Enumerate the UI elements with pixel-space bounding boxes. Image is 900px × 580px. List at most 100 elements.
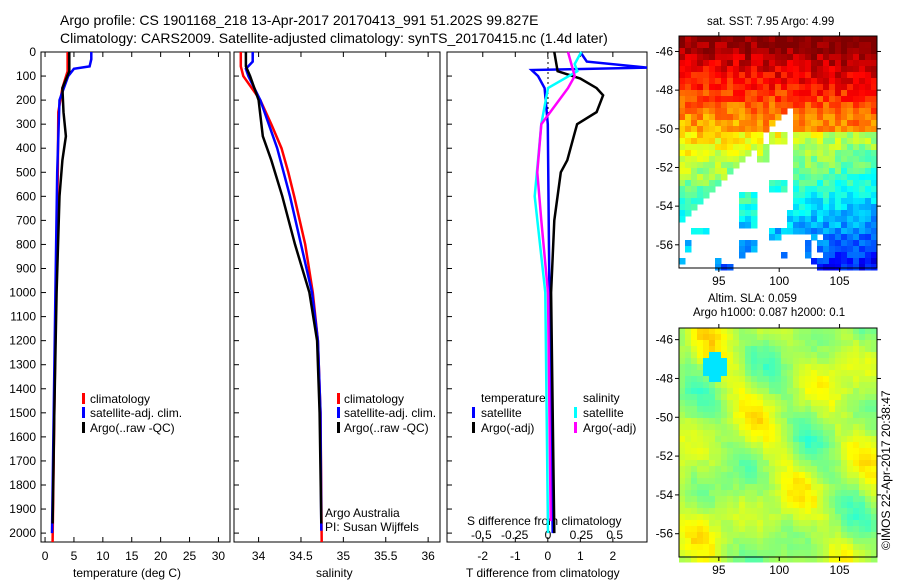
map-cell xyxy=(841,138,848,145)
map-cell xyxy=(745,448,752,455)
map-cell xyxy=(865,454,872,461)
map-cell xyxy=(745,496,752,503)
map-cell xyxy=(721,96,728,103)
map-cell xyxy=(841,454,848,461)
map-cell xyxy=(817,210,824,217)
map-cell xyxy=(775,550,782,557)
map-cell xyxy=(805,60,812,67)
map-cell xyxy=(847,48,854,55)
map-cell xyxy=(799,48,806,55)
map-cell xyxy=(757,382,764,389)
map-cell xyxy=(847,442,854,449)
map-cell xyxy=(799,388,806,395)
map-cell xyxy=(721,364,728,371)
map-cell xyxy=(685,508,692,515)
map-cell xyxy=(679,502,686,509)
map-cell xyxy=(817,96,824,103)
map-cell xyxy=(871,132,878,139)
map-cell xyxy=(829,394,836,401)
map-cell xyxy=(847,358,854,365)
legend-label-s-satellite: satellite xyxy=(583,406,624,420)
map-cell xyxy=(841,120,848,127)
map-cell xyxy=(781,340,788,347)
map-cell xyxy=(703,228,710,235)
sla-map-panel: Altim. SLA: 0.059 Argo h1000: 0.087 h200… xyxy=(656,293,881,577)
legend-marker-climatology xyxy=(337,393,340,404)
map-cell xyxy=(733,156,740,163)
map-cell xyxy=(751,502,758,509)
map-cell xyxy=(841,66,848,73)
map-cell xyxy=(721,478,728,485)
map-cell xyxy=(697,394,704,401)
map-cell xyxy=(817,472,824,479)
map-cell xyxy=(817,448,824,455)
map-cell xyxy=(709,550,716,557)
map-cell xyxy=(817,36,824,43)
map-cell xyxy=(679,376,686,383)
map-cell xyxy=(691,198,698,205)
map-cell xyxy=(727,114,734,121)
map-cell xyxy=(721,490,728,497)
map-cell xyxy=(697,532,704,539)
map-cell xyxy=(835,520,842,527)
map-cell xyxy=(727,526,734,533)
map-cell xyxy=(787,490,794,497)
map-cell xyxy=(871,550,878,557)
map-cell xyxy=(859,544,866,551)
legend-label-climatology: climatology xyxy=(90,392,150,406)
map-cell xyxy=(697,412,704,419)
map-cell xyxy=(691,66,698,73)
map-cell xyxy=(781,358,788,365)
map-cell xyxy=(871,78,878,85)
sla-map-title-line1: Altim. SLA: 0.059 xyxy=(708,293,797,305)
map-cell xyxy=(751,358,758,365)
map-cell xyxy=(775,472,782,479)
map-cell xyxy=(679,108,686,115)
map-cell xyxy=(775,96,782,103)
map-cell xyxy=(679,382,686,389)
map-cell xyxy=(865,162,872,169)
map-cell xyxy=(835,418,842,425)
map-cell xyxy=(823,264,830,271)
map-cell xyxy=(865,400,872,407)
map-cell xyxy=(799,120,806,127)
map-cell xyxy=(841,252,848,259)
map-cell xyxy=(793,162,800,169)
map-cell xyxy=(787,334,794,341)
map-cell xyxy=(697,340,704,347)
map-cell xyxy=(829,42,836,49)
map-cell xyxy=(781,102,788,109)
map-cell xyxy=(745,42,752,49)
map-cell xyxy=(763,108,770,115)
map-cell xyxy=(721,418,728,425)
map-cell xyxy=(769,72,776,79)
map-cell xyxy=(751,328,758,335)
map-cell xyxy=(709,120,716,127)
map-cell xyxy=(823,96,830,103)
map-cell xyxy=(727,72,734,79)
map-cell xyxy=(775,526,782,533)
map-cell xyxy=(805,352,812,359)
map-cell xyxy=(751,216,758,223)
map-cell xyxy=(787,364,794,371)
map-cell xyxy=(697,526,704,533)
map-cell xyxy=(817,186,824,193)
map-cell xyxy=(679,192,686,199)
map-cell xyxy=(697,328,704,335)
map-cell xyxy=(691,192,698,199)
map-cell xyxy=(811,144,818,151)
map-cell xyxy=(697,358,704,365)
map-cell xyxy=(697,430,704,437)
y-tick-label: 200 xyxy=(16,93,36,107)
map-cell xyxy=(823,132,830,139)
map-cell xyxy=(679,370,686,377)
map-cell xyxy=(871,66,878,73)
map-cell xyxy=(745,478,752,485)
map-cell xyxy=(733,340,740,347)
salinity-plot-frame xyxy=(233,51,441,543)
map-cell xyxy=(847,228,854,235)
map-cell xyxy=(853,114,860,121)
map-cell xyxy=(853,412,860,419)
map-cell xyxy=(721,132,728,139)
map-cell xyxy=(703,382,710,389)
